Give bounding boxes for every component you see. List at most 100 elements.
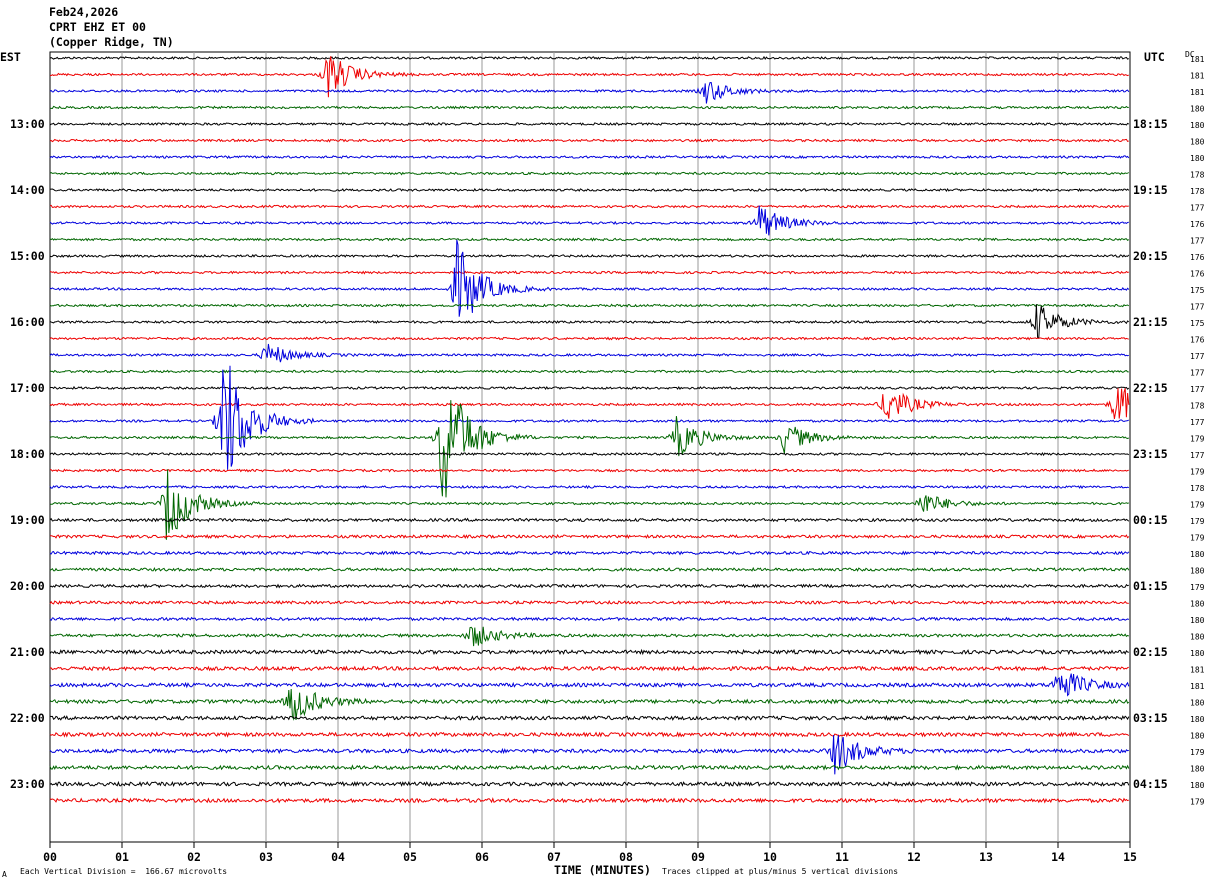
seismic-trace <box>49 336 1129 341</box>
utc-hour-label: 19:15 <box>1133 183 1168 197</box>
seismic-trace <box>49 105 1129 110</box>
x-tick-label: 03 <box>259 850 273 864</box>
x-tick-label: 02 <box>187 850 201 864</box>
seismic-trace <box>49 304 1130 339</box>
dc-offset-label: 177 <box>1190 418 1205 427</box>
plot-frame <box>49 51 1131 843</box>
dc-offset-label: 178 <box>1190 484 1205 493</box>
seismic-trace <box>49 400 1129 498</box>
seismic-trace <box>49 550 1130 556</box>
est-hour-label: 23:00 <box>10 777 45 791</box>
seismic-trace <box>49 205 1129 236</box>
est-hour-label: 16:00 <box>10 315 45 329</box>
x-tick-label: 13 <box>979 850 993 864</box>
seismic-trace <box>49 665 1129 672</box>
header-station: CPRT EHZ ET 00 <box>49 20 146 34</box>
x-tick-label: 12 <box>907 850 921 864</box>
est-hour-label: 21:00 <box>10 645 45 659</box>
dc-offset-label: 181 <box>1190 55 1205 64</box>
est-hour-label: 20:00 <box>10 579 45 593</box>
seismic-trace <box>49 253 1130 259</box>
seismic-trace <box>49 81 1130 104</box>
dc-offset-label: 179 <box>1190 435 1205 444</box>
dc-header-label: DC <box>1185 50 1195 59</box>
dc-offset-label: 179 <box>1190 534 1205 543</box>
x-tick-label: 07 <box>547 850 561 864</box>
dc-offset-label: 180 <box>1190 600 1205 609</box>
seismic-trace <box>49 468 1129 473</box>
est-hour-label: 19:00 <box>10 513 45 527</box>
seismic-trace <box>49 583 1129 589</box>
utc-hour-label: 02:15 <box>1133 645 1168 659</box>
dc-offset-label: 181 <box>1190 666 1205 675</box>
header-location: (Copper Ridge, TN) <box>49 35 174 49</box>
seismic-trace <box>49 365 1129 470</box>
dc-offset-label: 180 <box>1190 781 1205 790</box>
seismic-trace <box>49 138 1129 143</box>
dc-offset-label: 177 <box>1190 204 1205 213</box>
dc-offset-label: 177 <box>1190 451 1205 460</box>
dc-offset-label: 180 <box>1190 732 1205 741</box>
seismic-trace <box>49 517 1130 523</box>
seismic-trace <box>50 56 1129 98</box>
dc-offset-label: 175 <box>1190 319 1205 328</box>
seismic-trace <box>49 673 1130 697</box>
seismic-trace <box>49 122 1130 126</box>
utc-label: UTC <box>1144 50 1165 64</box>
clip-note: Traces clipped at plus/minus 5 vertical … <box>662 867 899 876</box>
seismic-trace <box>49 484 1129 490</box>
dc-offset-label: 180 <box>1190 154 1205 163</box>
seismic-trace <box>49 731 1130 738</box>
est-hour-label: 13:00 <box>10 117 45 131</box>
utc-hour-label: 23:15 <box>1133 447 1168 461</box>
dc-offset-label: 180 <box>1190 699 1205 708</box>
dc-offset-label: 178 <box>1190 187 1205 196</box>
seismic-trace <box>49 626 1129 647</box>
utc-hour-label: 18:15 <box>1133 117 1168 131</box>
utc-hour-label: 22:15 <box>1133 381 1168 395</box>
dc-offset-label: 180 <box>1190 765 1205 774</box>
dc-offset-label: 180 <box>1190 715 1205 724</box>
seismic-trace <box>49 797 1129 804</box>
dc-offset-label: 176 <box>1190 220 1205 229</box>
dc-offset-label: 177 <box>1190 303 1205 312</box>
dc-offset-label: 181 <box>1190 72 1205 81</box>
seismic-trace <box>49 204 1129 209</box>
dc-offset-label: 180 <box>1190 121 1205 130</box>
dc-offset-label: 180 <box>1190 633 1205 642</box>
utc-hour-label: 03:15 <box>1133 711 1168 725</box>
seismic-trace <box>49 55 1129 60</box>
utc-hour-label: 04:15 <box>1133 777 1168 791</box>
seismic-trace <box>49 688 1130 721</box>
x-tick-label: 08 <box>619 850 633 864</box>
seismic-trace <box>49 187 1130 193</box>
seismic-trace <box>50 534 1130 540</box>
utc-hour-label: 00:15 <box>1133 513 1168 527</box>
utc-hour-label: 21:15 <box>1133 315 1168 329</box>
dc-offset-label: 177 <box>1190 237 1205 246</box>
dc-offset-label: 178 <box>1190 402 1205 411</box>
est-hour-label: 14:00 <box>10 183 45 197</box>
seismic-trace <box>49 237 1130 242</box>
est-label: EST <box>0 50 21 64</box>
x-tick-label: 01 <box>115 850 129 864</box>
seismic-trace <box>49 303 1130 308</box>
seismic-trace <box>49 171 1130 176</box>
dc-offset-label: 177 <box>1190 352 1205 361</box>
dc-offset-label: 176 <box>1190 253 1205 262</box>
seismic-trace <box>49 388 1130 419</box>
dc-offset-label: 180 <box>1190 616 1205 625</box>
dc-offset-label: 179 <box>1190 501 1205 510</box>
division-note: Each Vertical Division = 166.67 microvol… <box>20 867 228 876</box>
dc-offset-label: 176 <box>1190 270 1205 279</box>
dc-offset-label: 177 <box>1190 369 1205 378</box>
dc-offset-label: 181 <box>1190 682 1205 691</box>
dc-offset-label: 179 <box>1190 517 1205 526</box>
x-tick-label: 06 <box>475 850 489 864</box>
dc-offset-label: 178 <box>1190 171 1205 180</box>
est-hour-label: 15:00 <box>10 249 45 263</box>
seismic-trace <box>49 369 1129 374</box>
dc-offset-label: 179 <box>1190 798 1205 807</box>
x-tick-label: 10 <box>763 850 777 864</box>
dc-offset-label: 181 <box>1190 88 1205 97</box>
